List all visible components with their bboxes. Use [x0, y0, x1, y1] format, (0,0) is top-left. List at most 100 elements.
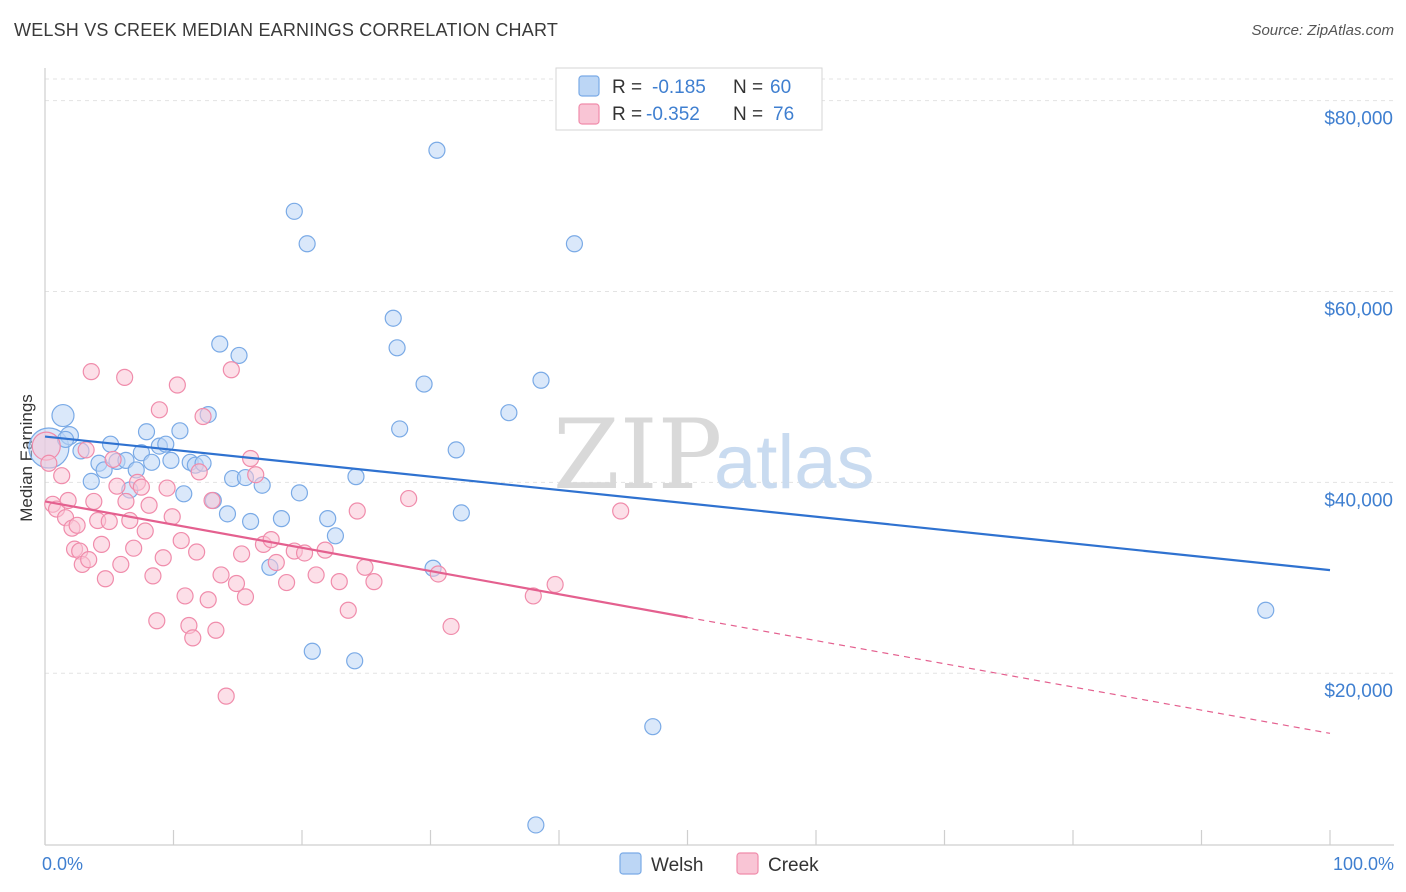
welsh-point	[1257, 601, 1275, 619]
welsh-point	[162, 451, 180, 470]
creek-point	[194, 407, 212, 426]
welsh-point	[347, 468, 365, 486]
watermark-zip: ZIP	[553, 399, 722, 511]
welsh-point	[388, 339, 406, 357]
y-tick-label: $80,000	[1324, 109, 1393, 130]
x-tick-label-max: 100.0%	[1333, 854, 1394, 874]
welsh-point	[326, 527, 345, 545]
welsh-point	[303, 642, 321, 660]
y-tick-label: $40,000	[1324, 490, 1393, 511]
creek-point	[227, 574, 246, 593]
welsh-point	[171, 422, 189, 440]
creek-point	[112, 555, 130, 574]
chart-title: WELSH VS CREEK MEDIAN EARNINGS CORRELATI…	[14, 20, 559, 40]
welsh-legend-swatch	[578, 75, 600, 97]
creek-point	[222, 361, 240, 379]
creek-n-value: 76	[773, 104, 794, 125]
creek-point	[400, 489, 418, 508]
y-axis-tick-labels: $20,000 $40,000 $60,000 $80,000	[1324, 109, 1393, 703]
creek-point	[199, 591, 217, 609]
creek-point	[339, 601, 357, 619]
creek-point	[158, 479, 176, 497]
creek-point	[82, 363, 100, 381]
x-axis-ticks	[44, 830, 1331, 845]
welsh-point	[447, 441, 465, 459]
welsh-point	[346, 652, 364, 670]
welsh-point	[644, 718, 662, 736]
grid-lines	[45, 78, 1394, 674]
creek-trend-line	[44, 500, 688, 619]
welsh-point	[391, 420, 409, 438]
creek-point	[132, 478, 150, 496]
creek-point	[247, 466, 265, 484]
creek-point	[116, 368, 134, 386]
stats-legend-box	[555, 67, 823, 131]
welsh-point	[384, 309, 402, 327]
creek-point	[168, 376, 186, 394]
trend-lines	[44, 435, 1331, 734]
welsh-point	[290, 484, 309, 502]
stats-legend: R = -0.185 N = 60 R = -0.352 N = 76	[555, 67, 823, 131]
creek-point	[140, 496, 158, 514]
creek-point	[68, 516, 86, 534]
creek-point	[365, 573, 383, 591]
y-tick-label: $20,000	[1324, 681, 1393, 702]
creek-point	[100, 512, 118, 531]
source-label: Source: ZipAtlas.com	[1251, 22, 1394, 39]
welsh-point	[175, 485, 193, 503]
creek-point	[262, 531, 280, 549]
creek-point	[125, 539, 143, 557]
creek-trend-extension	[687, 616, 1331, 734]
creek-point	[53, 467, 71, 485]
creek-point	[207, 621, 225, 639]
creek-point	[190, 463, 208, 481]
creek-point	[150, 401, 168, 419]
creek-point	[154, 549, 172, 567]
welsh-trend-line	[44, 435, 1331, 572]
welsh-point	[415, 375, 433, 393]
welsh-r-label: R =	[612, 77, 642, 98]
creek-point	[236, 588, 255, 606]
creek-point	[104, 450, 122, 469]
creek-point	[277, 573, 296, 592]
creek-point	[136, 522, 154, 540]
welsh-series-swatch	[619, 852, 642, 875]
welsh-series-label: Welsh	[651, 855, 703, 876]
welsh-point	[428, 141, 446, 159]
welsh-point	[319, 510, 337, 528]
creek-point	[546, 575, 564, 594]
welsh-point	[143, 453, 161, 471]
creek-point	[212, 566, 230, 584]
creek-point	[267, 553, 285, 572]
welsh-point	[500, 404, 518, 422]
welsh-point	[82, 472, 100, 491]
creek-point	[307, 566, 325, 584]
creek-n-label: N =	[733, 104, 763, 125]
y-tick-label: $60,000	[1324, 299, 1393, 320]
welsh-n-value: 60	[770, 77, 791, 98]
welsh-n-label: N =	[733, 77, 763, 98]
welsh-point	[51, 403, 75, 428]
welsh-point	[230, 346, 248, 365]
welsh-point	[565, 235, 584, 253]
creek-point	[80, 551, 98, 569]
creek-point	[144, 567, 162, 585]
creek-point	[108, 477, 126, 495]
welsh-point	[137, 423, 156, 441]
creek-r-value: -0.352	[646, 104, 700, 125]
welsh-point	[285, 202, 303, 220]
y-axis-label: Median Earnings	[17, 394, 36, 522]
series-legend: Welsh Creek	[619, 852, 819, 876]
x-tick-label-min: 0.0%	[42, 854, 83, 874]
welsh-point	[242, 512, 260, 531]
creek-legend-swatch	[578, 103, 600, 125]
welsh-point	[452, 504, 470, 522]
creek-point	[203, 491, 221, 510]
creek-point	[330, 573, 348, 591]
creek-point	[148, 612, 166, 630]
creek-point	[356, 558, 374, 576]
creek-point	[85, 492, 103, 511]
data-points	[28, 141, 1275, 834]
creek-point	[40, 454, 58, 472]
